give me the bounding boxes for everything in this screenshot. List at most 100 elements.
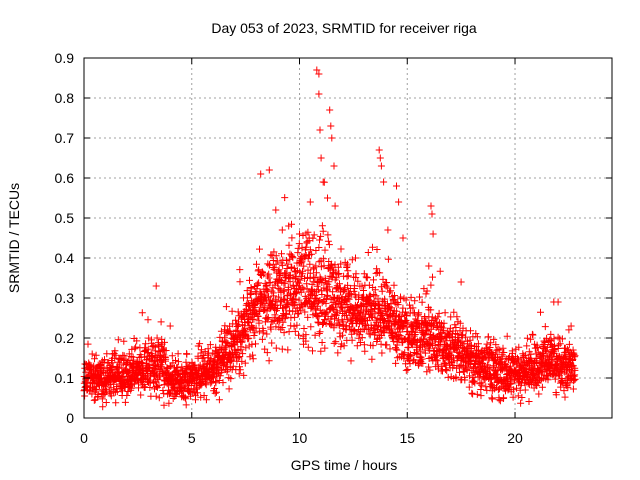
data-point [144, 316, 152, 324]
data-point [542, 347, 550, 355]
data-point [461, 376, 469, 384]
data-point [282, 311, 290, 319]
data-point [266, 260, 274, 268]
data-point [138, 309, 146, 317]
data-point [370, 276, 377, 284]
data-point [215, 377, 223, 384]
data-point [457, 278, 465, 286]
data-point [283, 257, 290, 264]
data-point [285, 286, 292, 294]
data-point [410, 332, 418, 340]
data-point [255, 279, 263, 287]
data-point [466, 372, 473, 380]
data-point [427, 306, 435, 314]
y-tick-label: 0.4 [55, 250, 75, 266]
data-point [335, 321, 343, 329]
data-point [232, 326, 240, 334]
data-point [250, 302, 258, 309]
data-point [313, 282, 321, 290]
data-point [513, 384, 520, 392]
data-point [200, 392, 208, 399]
data-point [392, 345, 400, 353]
data-point [243, 309, 251, 317]
data-point [319, 178, 327, 186]
data-point [429, 273, 436, 281]
data-point [407, 293, 415, 301]
data-point [470, 377, 478, 385]
data-point [390, 281, 398, 289]
data-point [81, 392, 89, 400]
data-point [225, 385, 233, 393]
data-point [267, 251, 275, 259]
data-point [325, 241, 333, 249]
data-point [521, 386, 529, 394]
data-point [285, 241, 293, 249]
data-point [441, 309, 449, 317]
x-tick-label: 20 [507, 430, 523, 446]
data-point [515, 343, 523, 351]
data-point [319, 227, 327, 235]
data-point [326, 106, 334, 114]
data-point [391, 319, 399, 327]
data-point [571, 375, 579, 383]
data-point [327, 122, 335, 130]
data-point [232, 316, 240, 324]
data-point [144, 345, 152, 353]
data-point [496, 346, 504, 354]
data-point [245, 314, 253, 322]
data-point [259, 269, 267, 276]
data-point [161, 338, 168, 346]
data-point [186, 387, 193, 395]
data-point [264, 315, 272, 323]
data-point [336, 280, 343, 288]
data-point [268, 339, 276, 347]
data-point [420, 331, 428, 339]
data-point [450, 308, 458, 316]
data-point [312, 262, 320, 270]
data-point [351, 285, 359, 292]
data-point [245, 334, 253, 342]
data-point [270, 292, 278, 300]
data-point [172, 357, 179, 364]
data-point [299, 232, 307, 239]
data-point [131, 345, 139, 353]
data-point [304, 313, 312, 321]
data-point [314, 302, 322, 310]
data-point [107, 392, 115, 400]
data-point [269, 318, 277, 326]
data-point [373, 322, 381, 330]
data-point [560, 387, 568, 395]
data-point [555, 341, 563, 349]
data-point [500, 349, 508, 356]
data-point [317, 154, 325, 162]
data-point [363, 274, 371, 281]
data-point [391, 292, 398, 299]
data-point [348, 336, 356, 344]
data-point [252, 324, 260, 332]
data-points [80, 66, 579, 411]
data-point [322, 309, 330, 317]
data-point [221, 334, 229, 342]
data-point [270, 248, 278, 256]
data-point [174, 350, 182, 358]
data-point [236, 278, 244, 286]
data-point [418, 355, 426, 363]
data-point [340, 342, 348, 350]
data-point [566, 379, 574, 387]
data-point [307, 323, 315, 331]
data-point [384, 226, 392, 234]
data-point [364, 249, 372, 256]
data-point [339, 287, 347, 295]
data-point [395, 198, 403, 206]
tick-labels: 0 5 10 15 20 0 0.1 0.2 0.3 0.4 0.5 0.6 0.7 0.8 0.9 [55, 50, 523, 446]
data-point [263, 349, 271, 357]
data-point [569, 372, 577, 379]
data-point [346, 290, 354, 298]
data-point [432, 356, 440, 364]
data-point [494, 345, 502, 353]
data-point [261, 300, 269, 308]
data-point [390, 337, 398, 345]
data-point [369, 243, 376, 251]
data-point [235, 354, 243, 362]
